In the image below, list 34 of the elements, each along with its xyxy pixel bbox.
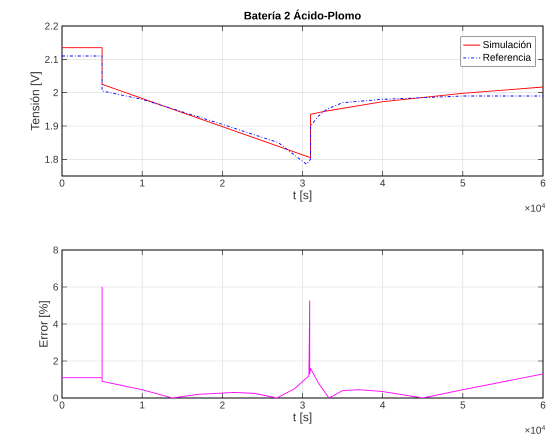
x-tick-label: 0	[60, 180, 64, 187]
text: ×10$^{4}$	[525, 203, 546, 212]
text: ×10$^{4}$	[525, 425, 546, 434]
x-tick-label: 2	[220, 402, 225, 409]
legend-label: Simulación	[483, 40, 531, 48]
y-tick-label: 2	[53, 358, 58, 364]
x-tick-label: 3	[300, 402, 305, 409]
x-tick-label: 6	[540, 180, 546, 187]
y-tick-label: 8	[53, 246, 58, 254]
y-tick-label: 4	[53, 320, 58, 328]
x-axis-title: t [s]	[293, 190, 312, 202]
x-tick-label: 5	[460, 402, 466, 409]
x-tick-label: 4	[380, 180, 386, 186]
y-axis-title: Error [%]	[38, 301, 50, 347]
x-tick-label: 3	[300, 180, 305, 187]
line-series	[62, 286, 544, 398]
y-tick-label: 0	[53, 394, 58, 402]
x-tick-label: 1	[140, 402, 144, 408]
y-tick-label: 1.9	[45, 122, 58, 130]
y-tick-label: 6	[53, 283, 58, 291]
x-tick-label: 6	[540, 402, 546, 409]
x-tick-label: 4	[380, 402, 386, 408]
x-tick-label: 2	[220, 180, 225, 187]
x-tick-label: 1	[140, 180, 144, 186]
chart-title: Batería 2 Ácido-Plomo	[244, 10, 361, 20]
x-tick-label: 5	[460, 180, 466, 187]
y-tick-label: 2	[53, 89, 58, 96]
y-axis-title: Tensión [V]	[30, 72, 42, 130]
y-tick-label: 1.8	[45, 156, 58, 163]
y-tick-label: 2.1	[45, 56, 58, 63]
x-tick-label: 0	[60, 402, 64, 409]
legend-label: Referencia	[484, 54, 532, 61]
x-axis-title: t [s]	[293, 412, 312, 424]
y-tick-label: 2.2	[45, 22, 58, 30]
